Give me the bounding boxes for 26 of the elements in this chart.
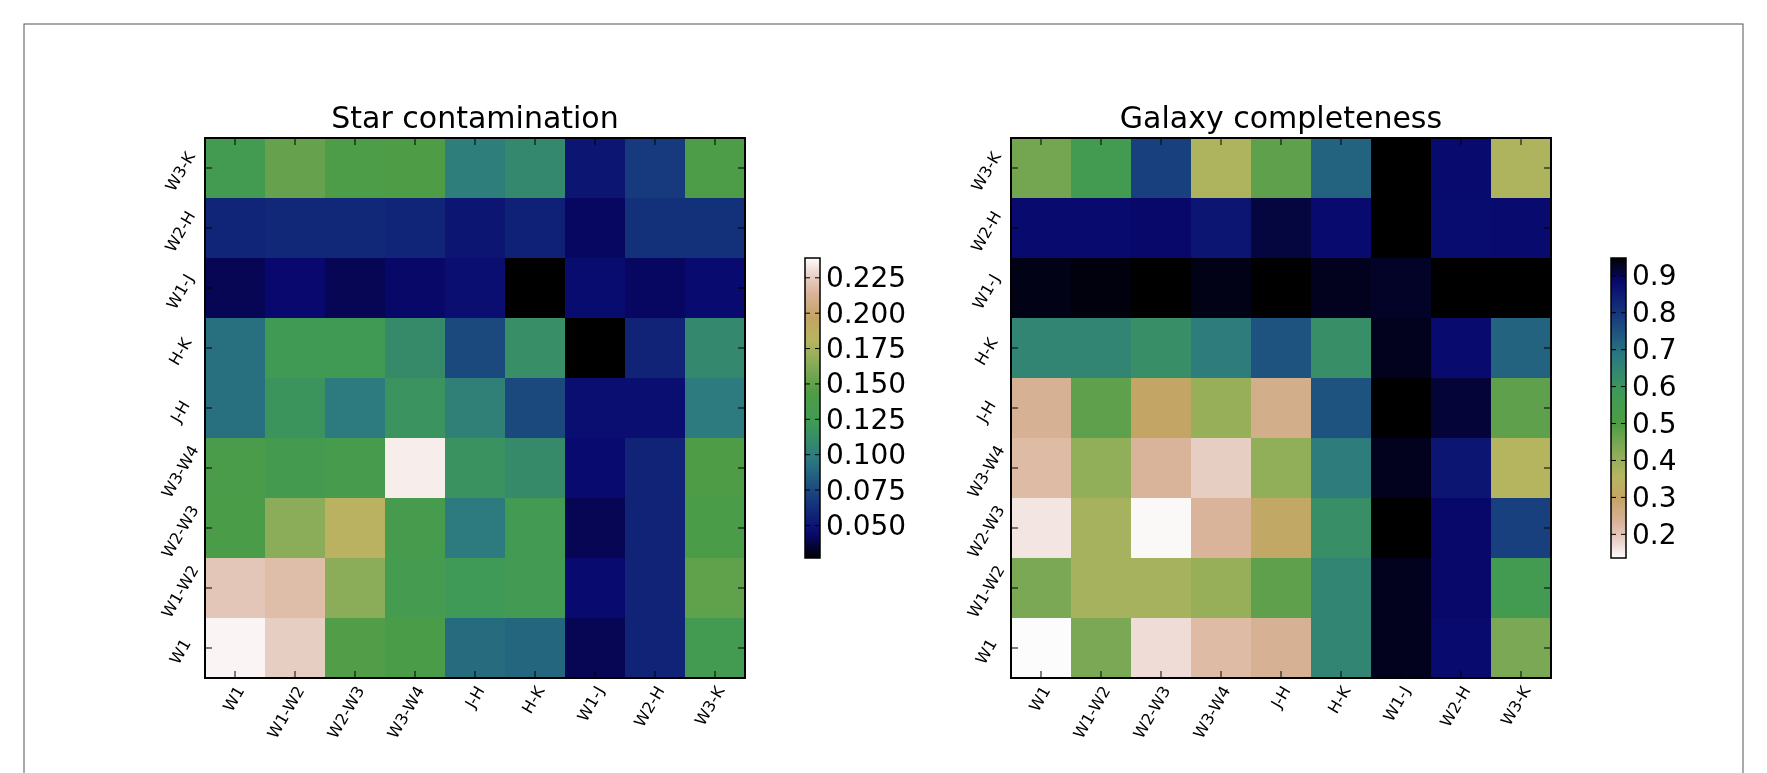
color-bar-label: 0.100 [826,438,907,472]
color-bar-label: 0.7 [1632,333,1677,367]
y-tick-label: W1 [165,635,195,668]
color-bar-label: 0.9 [1632,259,1677,293]
x-tick-label: W1 [218,682,249,715]
color-bar-label: 0.075 [826,473,907,507]
color-bar-label: 0.8 [1632,296,1677,330]
color-bar-label: 0.200 [826,296,907,330]
chart-title: Galaxy completeness [1119,100,1443,135]
color-bar-label: 0.6 [1632,370,1677,404]
y-tick-label: J-H [165,397,194,427]
color-bar-label: 0.225 [826,261,907,295]
color-bar-label: 0.2 [1632,517,1677,551]
x-tick-label: W1 [1024,682,1055,715]
color-bar-label: 0.125 [826,402,907,436]
chart-title: Star contamination [331,100,619,135]
color-bar-label: 0.050 [826,508,907,542]
y-tick-label: J-H [971,397,1000,427]
color-bar-label: 0.4 [1632,443,1677,477]
color-bar-label: 0.150 [826,367,907,401]
color-bar-label: 0.175 [826,332,907,366]
x-tick-label: J-H [1266,682,1295,713]
color-bar-label: 0.3 [1632,480,1677,514]
color-bar-label: 0.5 [1632,407,1677,441]
x-tick-label: J-H [460,682,489,713]
y-tick-label: W1 [971,635,1001,668]
